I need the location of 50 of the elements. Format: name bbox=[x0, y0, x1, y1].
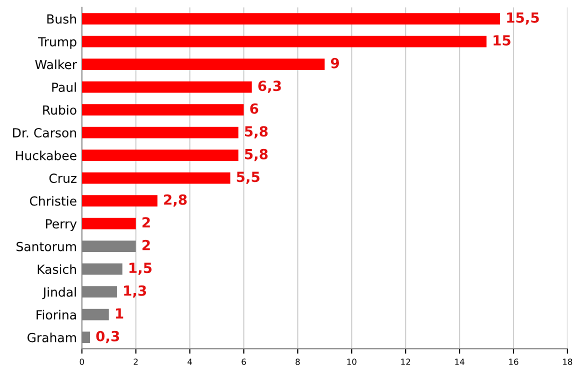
data-label: 9 bbox=[330, 58, 340, 68]
y-tick-label: Rubio bbox=[43, 105, 76, 115]
data-label: 2 bbox=[142, 217, 150, 228]
data-label: 5,8 bbox=[244, 126, 268, 138]
x-tick-label: 16 bbox=[509, 358, 518, 365]
x-tick-label: 14 bbox=[455, 358, 464, 365]
data-label: 2,8 bbox=[164, 194, 187, 207]
data-label: 5,8 bbox=[244, 148, 268, 162]
y-tick-label: Perry bbox=[46, 219, 77, 231]
y-tick-label: Dr. Carson bbox=[13, 128, 76, 138]
bar bbox=[82, 126, 238, 138]
y-tick-label: Walker bbox=[35, 60, 78, 70]
x-tick-label: 4 bbox=[188, 358, 192, 365]
data-label: 6,3 bbox=[258, 80, 281, 93]
bar bbox=[82, 104, 244, 116]
x-tick-label: 12 bbox=[401, 358, 410, 365]
x-tick-label: 18 bbox=[563, 358, 572, 365]
bar bbox=[82, 195, 158, 207]
y-tick-label: Cruz bbox=[49, 174, 76, 184]
x-tick-label: 8 bbox=[296, 358, 300, 365]
data-label: 15 bbox=[494, 35, 510, 46]
bar bbox=[82, 172, 230, 184]
x-tick-label: 6 bbox=[242, 358, 246, 365]
data-label: 1,5 bbox=[129, 262, 152, 275]
y-tick-label: Jindal bbox=[42, 287, 76, 300]
y-tick-label: Santorum bbox=[16, 242, 76, 252]
y-tick-label: Kasich bbox=[38, 264, 76, 274]
data-label: 5,5 bbox=[236, 172, 260, 184]
y-tick-label: Paul bbox=[52, 82, 76, 92]
bar bbox=[82, 36, 487, 48]
y-tick-label: Trump bbox=[38, 37, 76, 49]
x-tick-label: 10 bbox=[347, 358, 356, 365]
bar bbox=[82, 150, 238, 162]
data-label: 1,3 bbox=[124, 285, 146, 298]
data-label: 1 bbox=[116, 308, 124, 318]
y-tick-label: Christie bbox=[30, 196, 76, 206]
y-tick-label: Fiorina bbox=[36, 310, 76, 320]
y-tick-label: Graham bbox=[28, 332, 76, 342]
y-tick-label: Huckabee bbox=[16, 150, 76, 160]
x-tick-label: 0 bbox=[80, 358, 84, 365]
bar bbox=[82, 58, 325, 70]
x-tick-label: 2 bbox=[134, 358, 138, 365]
y-tick-label: Bush bbox=[47, 14, 76, 24]
bar bbox=[82, 13, 500, 24]
data-label: 0,3 bbox=[96, 330, 120, 344]
data-label: 2 bbox=[142, 240, 150, 250]
data-label: 6 bbox=[250, 103, 258, 114]
bar bbox=[82, 81, 252, 93]
bar bbox=[82, 218, 136, 230]
data-label: 15,5 bbox=[507, 12, 539, 25]
